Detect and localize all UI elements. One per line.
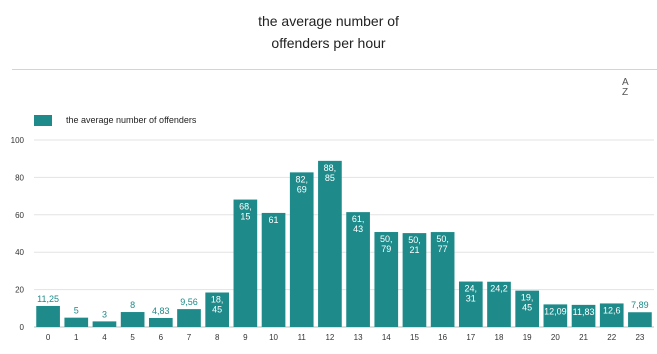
x-tick-label-13: 13	[354, 333, 363, 342]
x-tick-label-9: 9	[243, 333, 248, 342]
data-label-7: 9,56	[180, 297, 198, 307]
data-label-4: 3	[102, 309, 107, 319]
x-tick-label-15: 15	[410, 333, 419, 342]
bar-7	[177, 309, 201, 327]
x-tick-label-20: 20	[551, 333, 560, 342]
bar-5	[120, 312, 145, 327]
data-label-0: 11,25	[37, 294, 59, 304]
legend-swatch	[34, 114, 52, 126]
sort-az-button[interactable]: A Z	[622, 77, 629, 98]
x-tick-label-7: 7	[187, 333, 192, 342]
x-tick-label-12: 12	[325, 333, 334, 342]
bar-12	[318, 160, 342, 327]
header-divider	[12, 69, 657, 70]
x-tick-label-8: 8	[215, 333, 220, 342]
data-label-11: 82, 69	[295, 174, 308, 194]
chart-title-line-2: offenders per hour	[271, 35, 386, 51]
data-label-12: 88, 85	[324, 163, 337, 183]
bar-23	[628, 312, 652, 327]
sort-az-icon-top: A	[622, 77, 629, 88]
y-tick-label-100: 100	[11, 136, 25, 145]
bar-6	[148, 317, 173, 327]
data-label-10: 61	[269, 215, 279, 225]
x-tick-label-18: 18	[495, 333, 504, 342]
data-label-15: 50, 21	[408, 235, 421, 255]
x-tick-label-1: 1	[74, 333, 79, 342]
bar-8	[205, 292, 230, 327]
data-label-19: 19, 45	[521, 293, 534, 313]
bar-21	[571, 304, 596, 327]
chart-title: the average number of offenders per hour	[0, 10, 657, 54]
data-label-5: 8	[130, 300, 135, 310]
bar-14	[374, 232, 399, 327]
x-tick-label-11: 11	[298, 333, 307, 342]
x-tick-label-21: 21	[579, 333, 588, 342]
bar-4	[92, 321, 117, 327]
y-tick-label-20: 20	[15, 286, 24, 295]
bar-18	[487, 281, 511, 327]
data-label-8: 18, 45	[211, 294, 224, 314]
bar-0	[36, 305, 60, 327]
bar-19	[515, 290, 540, 327]
bar-22	[599, 303, 624, 327]
bar-13	[346, 212, 370, 327]
x-tick-label-14: 14	[382, 333, 391, 342]
y-tick-label-60: 60	[15, 211, 24, 220]
legend-label: the average number of offenders	[66, 115, 197, 125]
bar-15	[402, 233, 427, 327]
data-label-14: 50, 79	[380, 234, 393, 254]
y-tick-label-0: 0	[20, 323, 25, 332]
bar-20	[543, 304, 568, 327]
bar-11	[289, 172, 314, 327]
data-label-21: 11,83	[573, 307, 595, 317]
x-tick-label-22: 22	[607, 333, 616, 342]
data-label-13: 61, 43	[352, 214, 365, 234]
data-label-16: 50, 77	[436, 234, 449, 254]
chart-legend: the average number of offenders	[34, 112, 196, 128]
data-label-20: 12,09	[544, 306, 567, 316]
bar-16	[430, 232, 455, 327]
bar-1	[64, 317, 89, 327]
chart-title-line-1: the average number of	[258, 13, 399, 29]
x-tick-label-17: 17	[466, 333, 475, 342]
bar-10	[261, 212, 286, 327]
data-label-1: 5	[74, 306, 79, 316]
x-tick-label-10: 10	[269, 333, 278, 342]
x-tick-label-0: 0	[46, 333, 51, 342]
y-tick-label-80: 80	[15, 173, 24, 182]
x-tick-label-19: 19	[523, 333, 532, 342]
data-label-22: 12,6	[603, 305, 621, 315]
bar-17	[458, 281, 483, 327]
data-label-6: 4,83	[152, 306, 170, 316]
bar-9	[233, 199, 258, 327]
x-tick-label-6: 6	[159, 333, 164, 342]
sort-az-icon-bottom: Z	[622, 87, 628, 98]
x-tick-label-5: 5	[130, 333, 135, 342]
x-tick-label-4: 4	[102, 333, 107, 342]
data-label-23: 7,89	[631, 300, 649, 310]
y-tick-label-40: 40	[15, 248, 24, 257]
x-tick-label-23: 23	[635, 333, 644, 342]
x-tick-label-16: 16	[438, 333, 447, 342]
data-label-17: 24, 31	[465, 284, 478, 304]
data-label-9: 68, 15	[239, 202, 252, 222]
data-label-18: 24,2	[490, 284, 508, 294]
